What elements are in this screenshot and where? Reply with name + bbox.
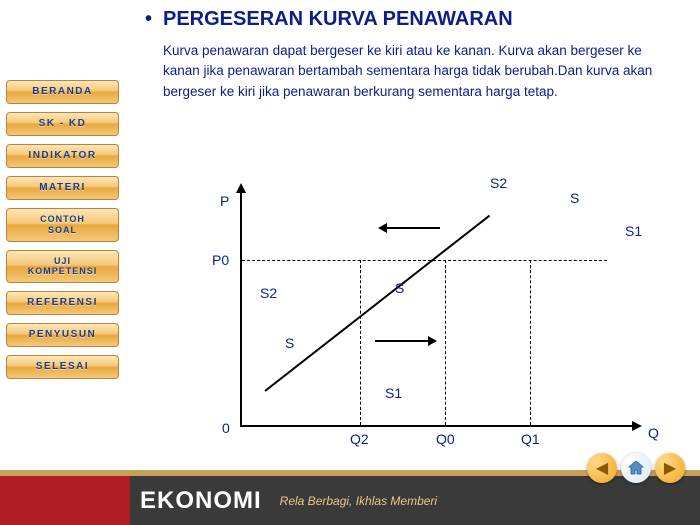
home-icon[interactable]	[621, 453, 651, 483]
footer-red-block	[0, 470, 130, 525]
y-axis	[240, 185, 242, 425]
y-axis-label: P	[220, 193, 229, 209]
label-s-bot: S	[285, 335, 294, 351]
footer-subtitle: Rela Berbagi, Ikhlas Memberi	[280, 494, 437, 508]
next-icon[interactable]: ▶	[655, 453, 685, 483]
nav-contoh-soal[interactable]: CONTOHSOAL	[6, 208, 119, 242]
label-s-mid: S	[395, 280, 404, 296]
nav-penyusun[interactable]: PENYUSUN	[6, 323, 119, 347]
supply-curve-chart: P Q 0 P0 Q2 Q0 Q1 S2 S S2 S S1 S S1	[180, 175, 650, 455]
nav-indikator[interactable]: INDIKATOR	[6, 144, 119, 168]
sidebar: BERANDA SK - KD INDIKATOR MATERI CONTOHS…	[0, 80, 125, 379]
nav-referensi[interactable]: REFERENSI	[6, 291, 119, 315]
xtick-q1: Q1	[521, 431, 540, 447]
label-s-top: S	[570, 190, 579, 206]
heading-text: PERGESERAN KURVA PENAWARAN	[163, 8, 513, 30]
dashed-q2	[360, 260, 361, 425]
nav-materi[interactable]: MATERI	[6, 176, 119, 200]
label-s1-bot: S1	[385, 385, 402, 401]
nav-icon-group: ◀ ▶	[587, 453, 685, 483]
nav-sk-kd[interactable]: SK - KD	[6, 112, 119, 136]
description-text: Kurva penawaran dapat bergeser ke kiri a…	[163, 41, 675, 102]
x-axis-label: Q	[648, 425, 659, 441]
arrow-left	[380, 227, 440, 229]
footer-title: EKONOMI	[140, 487, 262, 515]
page-heading: •PERGESERAN KURVA PENAWARAN	[145, 8, 685, 31]
arrow-right	[375, 340, 435, 342]
dashed-q1	[530, 260, 531, 425]
label-s2-top: S2	[490, 175, 507, 191]
dashed-q0	[445, 260, 446, 425]
nav-uji-kompetensi[interactable]: UJIKOMPETENSI	[6, 250, 119, 284]
x-axis	[240, 425, 640, 427]
xtick-q0: Q0	[436, 431, 455, 447]
origin-label: 0	[222, 420, 230, 436]
dashed-p0	[242, 260, 607, 261]
nav-beranda[interactable]: BERANDA	[6, 80, 119, 104]
prev-icon[interactable]: ◀	[587, 453, 617, 483]
nav-selesai[interactable]: SELESAI	[6, 355, 119, 379]
p0-label: P0	[212, 252, 229, 268]
supply-line-s	[264, 215, 490, 392]
content-area: •PERGESERAN KURVA PENAWARAN Kurva penawa…	[135, 8, 685, 102]
label-s1-mid: S1	[625, 223, 642, 239]
xtick-q2: Q2	[350, 431, 369, 447]
label-s2-mid: S2	[260, 285, 277, 301]
